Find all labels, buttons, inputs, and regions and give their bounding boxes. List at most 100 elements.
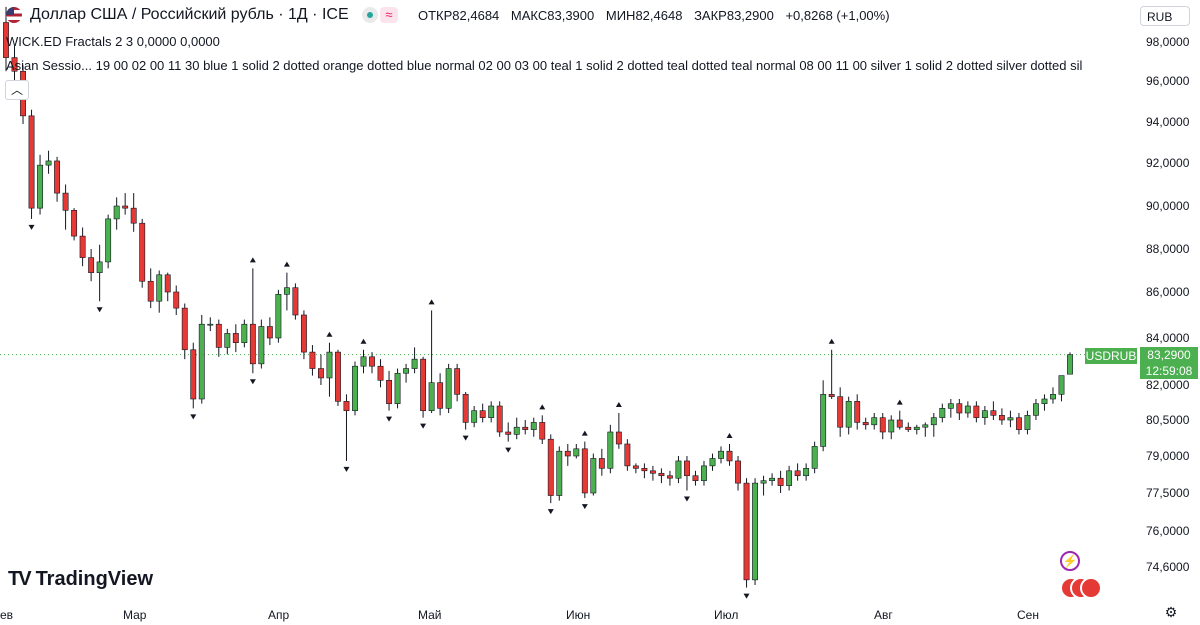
candle-body — [1041, 398, 1048, 404]
candle-body — [922, 424, 929, 428]
candle-body — [3, 22, 9, 58]
y-tick-label: 92,0000 — [1146, 156, 1190, 170]
candle-body — [692, 475, 699, 481]
indicator-fractals[interactable]: WICK.ED Fractals 2 3 0,0000 0,0000 — [6, 34, 220, 49]
candle-body — [590, 458, 597, 494]
calendar-events-icon[interactable] — [1060, 577, 1102, 599]
candle-body — [1067, 354, 1073, 375]
candle-body — [292, 287, 299, 316]
wave-icon[interactable]: ≈ — [380, 7, 398, 23]
candle-body — [420, 358, 427, 411]
candle-body — [735, 460, 741, 484]
candle-body — [658, 472, 665, 477]
candle-body — [437, 382, 444, 409]
currency-selector[interactable]: RUB — [1140, 6, 1190, 26]
candle-body — [309, 351, 316, 369]
candle-body — [1058, 375, 1065, 395]
candle-body — [581, 448, 588, 494]
candle-body — [564, 450, 571, 457]
fractal-up-marker — [581, 430, 588, 436]
price-tag-symbol: USDRUB — [1085, 348, 1137, 364]
fractal-up-marker — [896, 399, 903, 405]
symbol-title[interactable]: Доллар США / Российский рубль · 1Д · ICE — [30, 6, 349, 23]
candle-body — [326, 351, 333, 379]
candle-body — [675, 460, 682, 479]
price-tag-countdown: 12:59:08 — [1145, 364, 1193, 378]
candle-body — [505, 431, 512, 435]
candle-body — [471, 410, 478, 423]
candle-body — [45, 160, 52, 166]
candle-body — [88, 257, 95, 273]
fractal-up-marker — [428, 299, 435, 305]
x-tick-label: Сен — [1017, 608, 1039, 622]
candle-body — [335, 351, 341, 402]
candle-body — [615, 431, 622, 445]
candle-body — [547, 438, 554, 496]
candle-body — [122, 205, 129, 209]
candle-body — [701, 465, 707, 481]
fractal-down-marker — [28, 224, 35, 230]
candle-body — [215, 323, 222, 348]
candle-body — [752, 482, 758, 581]
candle-body — [684, 460, 690, 477]
candle-body — [386, 379, 392, 404]
candle-body — [820, 394, 827, 447]
lightning-icon[interactable]: ⚡ — [1060, 551, 1080, 571]
y-tick-label: 86,0000 — [1146, 285, 1190, 299]
candles — [3, 6, 1073, 588]
y-tick-label: 88,0000 — [1146, 242, 1190, 256]
fractal-down-marker — [547, 509, 554, 515]
candle-body — [428, 382, 435, 411]
price-axis[interactable]: 98,0000 96,0000 94,0000 92,0000 90,0000 88,00… — [1146, 35, 1190, 574]
ohlc-high: 83,3900 — [547, 8, 595, 23]
candle-body — [845, 401, 852, 428]
candle-body — [777, 477, 784, 486]
candle-body — [164, 274, 171, 293]
candle-body — [190, 349, 197, 400]
y-tick-label: 82,0000 — [1146, 378, 1190, 392]
symbol-header: Доллар США / Российский рубль · 1Д · ICE… — [0, 0, 1140, 32]
candle-body — [573, 448, 580, 457]
candle-body — [998, 415, 1005, 421]
time-axis[interactable]: ев Мар Апр Май Июн Июл Авг Сен — [0, 608, 1039, 622]
candle-body — [454, 368, 461, 395]
candle-body — [352, 365, 358, 411]
indicator-asian-session[interactable]: Asian Sessio... 19 00 02 00 11 30 blue 1… — [6, 58, 1083, 73]
candle-body — [530, 422, 537, 430]
x-tick-label: Июн — [566, 608, 590, 622]
candle-body — [624, 443, 631, 467]
fractal-down-marker — [683, 496, 690, 502]
x-tick-label: Мар — [123, 608, 147, 622]
candle-body — [496, 405, 503, 433]
candle-body — [769, 477, 776, 481]
candle-body — [828, 394, 835, 397]
candle-body — [241, 323, 248, 344]
candle-body — [760, 480, 767, 484]
fractal-up-marker — [828, 338, 835, 344]
candle-body — [28, 115, 35, 209]
y-tick-label: 94,0000 — [1146, 115, 1190, 129]
candle-body — [964, 405, 971, 414]
market-status-icon[interactable] — [362, 7, 378, 23]
settings-icon[interactable]: ⚙ — [1164, 604, 1178, 620]
tradingview-logo[interactable]: TV TradingView — [8, 568, 153, 591]
y-tick-label: 98,0000 — [1146, 35, 1190, 49]
fractal-down-marker — [581, 504, 588, 510]
candle-body — [888, 419, 895, 433]
collapse-chevron-icon[interactable]: ︿ — [5, 80, 29, 100]
fractal-up-marker — [283, 261, 290, 267]
ohlc-open: 82,4684 — [452, 8, 500, 23]
candle-body — [879, 417, 886, 433]
candle-body — [105, 218, 112, 263]
candle-body — [96, 261, 103, 273]
y-tick-label: 79,0000 — [1146, 449, 1190, 463]
candle-body — [556, 450, 563, 496]
candle-body — [709, 458, 716, 467]
candle-body — [300, 314, 307, 353]
candle-body — [156, 274, 163, 302]
candle-body — [947, 403, 954, 409]
candle-body — [641, 468, 648, 472]
price-tag-price: 83,2900 — [1147, 348, 1191, 362]
candle-body — [488, 405, 495, 418]
fractal-up-marker — [326, 331, 333, 337]
